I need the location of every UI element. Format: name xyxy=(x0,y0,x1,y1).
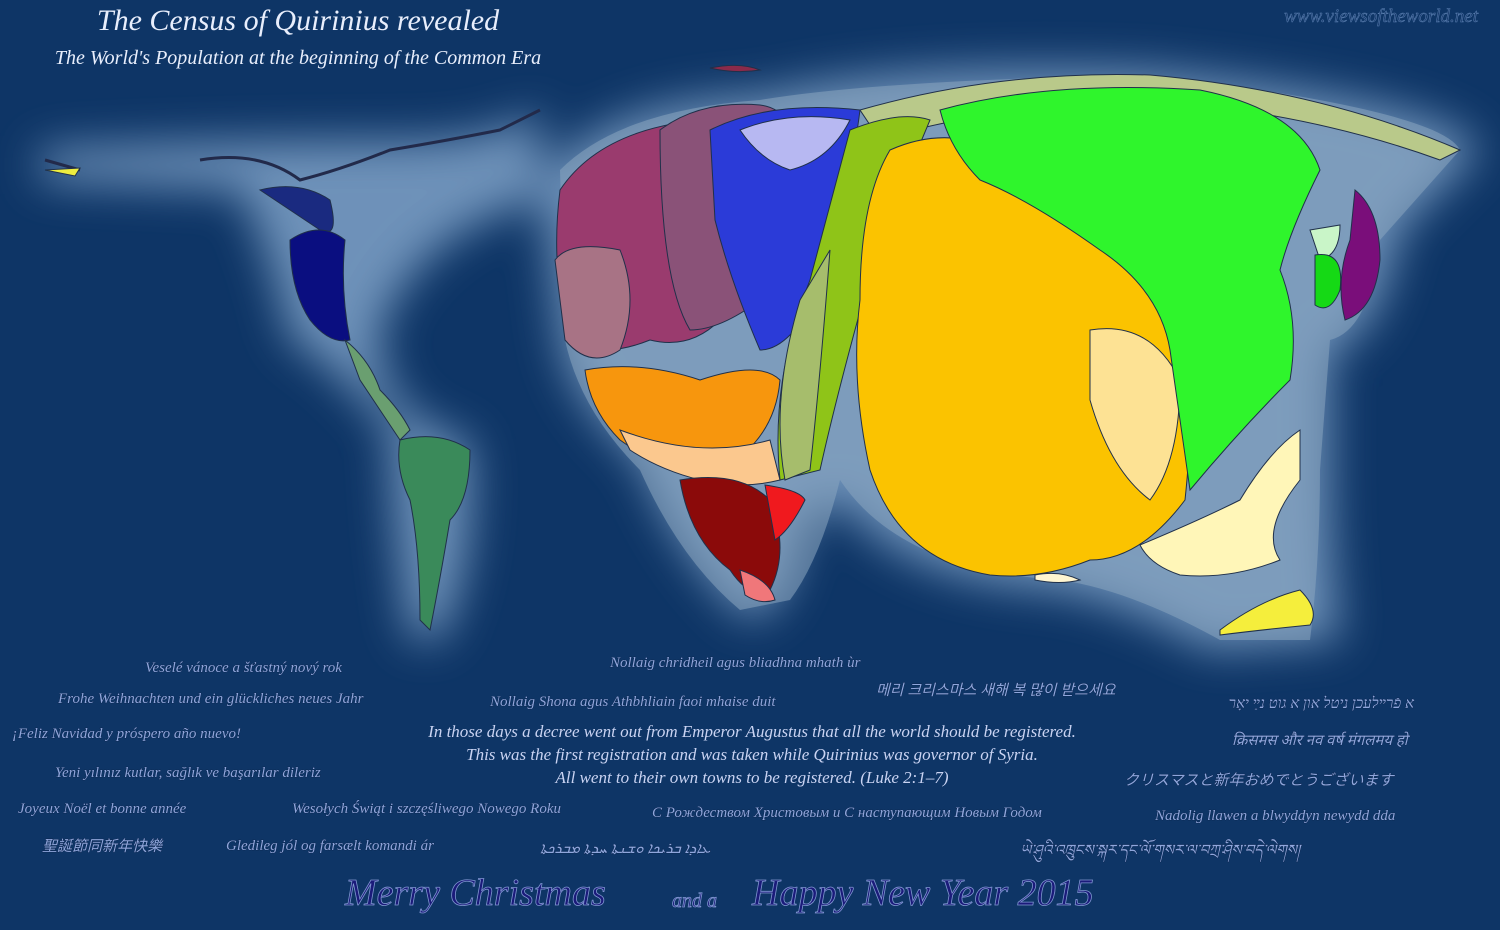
greeting: クリスマスと新年おめでとうございます xyxy=(1124,772,1396,789)
arctic-islands xyxy=(709,64,762,73)
subtitle: The World's Population at the beginning … xyxy=(55,47,541,69)
quote-line: In those days a decree went out from Emp… xyxy=(427,722,1076,741)
canada xyxy=(258,186,334,233)
alaska-islands xyxy=(44,167,81,177)
greeting: Frohe Weihnachten und ein glückliches ne… xyxy=(57,691,364,707)
quote-line: All went to their own towns to be regist… xyxy=(554,768,948,787)
south-america xyxy=(398,436,471,632)
north-america xyxy=(289,229,351,342)
iberia xyxy=(554,246,631,359)
greeting: Nollaig Shona agus Athbhliain faoi mhais… xyxy=(489,694,776,710)
japan xyxy=(1340,189,1381,321)
footer: Merry Christmas and a Happy New Year 201… xyxy=(344,872,1094,915)
middle-east xyxy=(779,249,831,481)
greeting: א פֿרײלעכן ניטל און א גוט נײַ יאָר xyxy=(1229,695,1415,712)
website: www.viewsoftheworld.net xyxy=(1284,6,1479,27)
greeting: Nadolig llawen a blwyddyn newydd dda xyxy=(1154,808,1395,824)
greeting: क्रिसमस और नव वर्ष मंगलमय हो xyxy=(1232,731,1411,749)
southeast-asia xyxy=(1139,429,1301,577)
greeting: Wesołych Świąt i szczęśliwego Nowego Rok… xyxy=(292,800,561,817)
greeting: ܥܐܕܐ ܒܪܝܟܐ ܘܫܢܬܐ ܚܕܬܐ ܡܒܪܟܬܐ xyxy=(540,841,711,857)
footer-happy: Happy New Year 2015 xyxy=(751,872,1094,914)
greeting: 聖誕節同新年快樂 xyxy=(42,838,164,855)
greeting: Nollaig chridheil agus bliadhna mhath ùr xyxy=(609,655,861,671)
china xyxy=(939,87,1321,492)
greeting: Gledileg jól og farsælt komandi ár xyxy=(226,838,434,854)
greeting: 메리 크리스마스 새해 복 많이 받으세요 xyxy=(876,682,1117,699)
korea xyxy=(1314,253,1342,309)
sri-lanka xyxy=(1034,572,1082,583)
east-africa xyxy=(764,484,806,541)
greeting: Joyeux Noël et bonne année xyxy=(18,801,187,817)
title: The Census of Quirinius revealed xyxy=(97,4,500,37)
footer-merry: Merry Christmas xyxy=(344,872,606,914)
greeting: Yeni yılınız kutlar, sağlık ve başarılar… xyxy=(55,765,321,781)
south-africa xyxy=(739,569,776,603)
quote-line: This was the first registration and was … xyxy=(466,745,1038,764)
greeting: Veselé vánoce a šťastný nový rok xyxy=(145,660,342,676)
sahel xyxy=(618,429,781,486)
footer-connector: and a xyxy=(672,890,717,912)
baltic xyxy=(739,116,851,171)
greeting: ¡Feliz Navidad y próspero año nuevo! xyxy=(12,726,241,742)
india-east xyxy=(1089,328,1181,501)
central-america xyxy=(343,338,411,441)
australia xyxy=(1219,589,1314,636)
greeting: С Рождеством Христовым и С наступающим Н… xyxy=(652,805,1042,821)
